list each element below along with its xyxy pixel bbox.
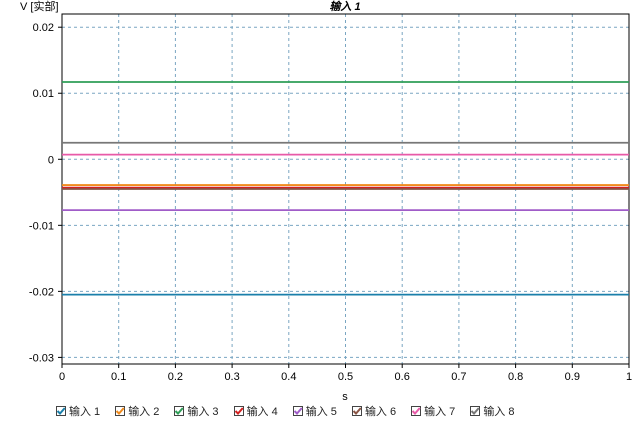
- x-tick-label: 0.3: [224, 371, 239, 383]
- x-tick-label: 0: [59, 371, 65, 383]
- legend-checkbox-5[interactable]: [292, 406, 303, 416]
- y-tick-label: -0.02: [29, 286, 54, 298]
- check-icon: [234, 407, 244, 415]
- legend-checkbox-6[interactable]: [351, 406, 362, 416]
- check-icon: [175, 407, 184, 415]
- check-icon: [411, 407, 421, 415]
- x-tick-label: 0.6: [395, 371, 410, 383]
- y-tick-label: -0.03: [29, 352, 54, 364]
- legend-label: 输入 3: [187, 406, 219, 418]
- y-axis-label: V [实部]: [20, 0, 59, 13]
- legend-item-1[interactable]: 输入 1: [56, 403, 100, 419]
- check-icon: [293, 407, 303, 415]
- check-icon: [115, 407, 125, 415]
- y-tick-label: -0.01: [29, 220, 54, 232]
- legend-label: 输入 6: [364, 406, 397, 418]
- x-tick-label: 0.2: [168, 371, 183, 383]
- x-tick-label: 0.7: [451, 371, 466, 383]
- legend-label: 输入 5: [305, 406, 337, 418]
- x-tick-label: 0.1: [111, 371, 126, 383]
- legend-checkbox-4[interactable]: [233, 406, 244, 416]
- legend-checkbox-2[interactable]: [115, 406, 126, 416]
- legend-checkbox-3[interactable]: [174, 406, 185, 416]
- check-icon: [56, 407, 66, 415]
- x-tick-label: 0.5: [338, 371, 353, 383]
- legend-item-6[interactable]: 输入 6: [351, 403, 397, 419]
- legend-label: 输入 2: [128, 406, 160, 418]
- y-tick-label: 0: [48, 154, 54, 166]
- chart-title: 输入 1: [329, 0, 360, 13]
- legend-checkbox-7[interactable]: [411, 406, 422, 416]
- x-tick-label: 1: [626, 371, 632, 383]
- legend-checkbox-1[interactable]: [56, 406, 66, 416]
- check-icon: [471, 407, 480, 415]
- x-axis-label: s: [342, 391, 348, 403]
- check-icon: [352, 407, 362, 415]
- x-tick-label: 0.8: [508, 371, 523, 383]
- legend-checkbox-8[interactable]: [470, 406, 481, 416]
- legend-item-2[interactable]: 输入 2: [115, 403, 159, 419]
- y-tick-label: 0.01: [33, 88, 54, 100]
- legend-label: 输入 4: [246, 406, 278, 418]
- legend-item-3[interactable]: 输入 3: [174, 403, 219, 419]
- legend-item-8[interactable]: 输入 8: [470, 403, 515, 419]
- legend-label: 输入 8: [483, 406, 515, 418]
- legend-item-5[interactable]: 输入 5: [292, 403, 337, 419]
- legend-item-7[interactable]: 输入 7: [411, 403, 455, 419]
- legend-item-4[interactable]: 输入 4: [233, 403, 278, 419]
- legend: 输入 1 输入 2 输入 3 输入 4 输入 5 输入 6 输入 7 输入 8: [56, 403, 530, 419]
- x-tick-label: 0.4: [281, 371, 296, 383]
- legend-label: 输入 1: [69, 406, 101, 418]
- y-tick-label: 0.02: [33, 22, 54, 34]
- x-tick-label: 0.9: [565, 371, 580, 383]
- legend-label: 输入 7: [424, 406, 456, 418]
- chart: 输入 1 V [实部] 0 0.1 0.2 0.3 0.4 0.5 0.6 0.7 0.8 0.9…: [20, 0, 632, 403]
